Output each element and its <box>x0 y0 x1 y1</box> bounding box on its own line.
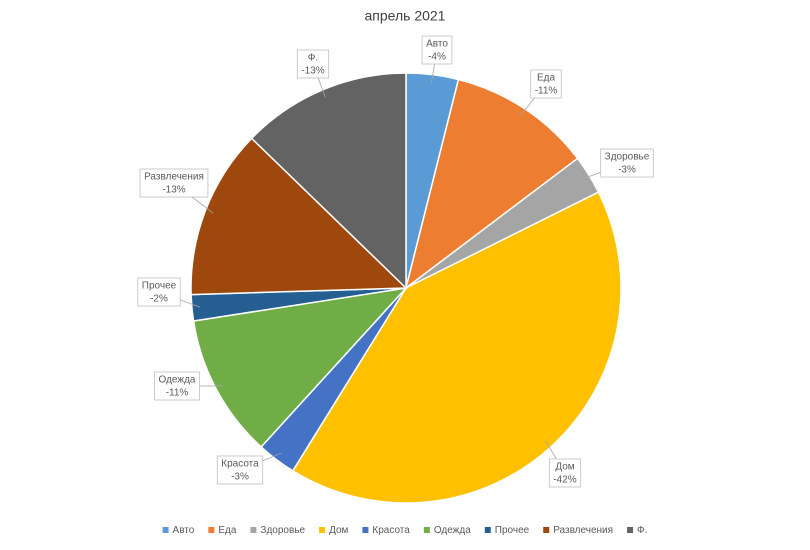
legend-label: Авто <box>173 525 195 536</box>
legend-swatch <box>319 527 326 533</box>
label-category: Авто <box>426 39 448 50</box>
label-box <box>154 371 200 401</box>
legend-label: Одежда <box>434 525 471 536</box>
data-label: Ф. -13% <box>296 49 330 98</box>
label-value: -2% <box>150 294 168 305</box>
label-box <box>137 277 181 307</box>
data-label: Развлечения -13% <box>139 168 214 214</box>
pie-slice <box>190 137 408 296</box>
label-box <box>216 455 264 485</box>
label-value: -3% <box>618 165 636 176</box>
pie-slice <box>291 191 622 504</box>
data-label: Авто -4% <box>421 35 453 83</box>
leader-line <box>581 171 601 180</box>
label-value: -42% <box>553 475 576 486</box>
label-category: Красота <box>221 459 259 470</box>
label-category: Одежда <box>159 375 196 386</box>
label-box <box>296 49 330 79</box>
leader-line <box>191 196 214 214</box>
legend-swatch <box>250 527 257 533</box>
leader-line <box>431 63 436 83</box>
legend-label: Ф. <box>637 525 647 536</box>
legend-swatch <box>208 527 215 533</box>
label-value: -11% <box>535 86 558 97</box>
label-category: Прочее <box>142 281 177 292</box>
data-label: Еда -11% <box>520 69 562 116</box>
pie-slice <box>404 78 579 290</box>
leader-line <box>180 299 201 308</box>
label-box <box>421 35 453 65</box>
label-box <box>530 69 562 99</box>
legend-label: Дом <box>329 525 348 536</box>
legend-swatch <box>162 527 169 533</box>
data-label: Прочее -2% <box>137 277 201 308</box>
chart-title: апрель 2021 <box>365 8 446 24</box>
legend-swatch <box>543 527 550 533</box>
legend-swatch <box>362 527 369 533</box>
data-label: Здоровье -3% <box>581 148 654 180</box>
legend-swatch <box>484 527 491 533</box>
label-value: -13% <box>162 185 185 196</box>
legend-label: Прочее <box>495 525 530 536</box>
label-value: -11% <box>166 388 189 399</box>
leader-line <box>317 77 326 98</box>
label-category: Еда <box>537 73 556 84</box>
label-box <box>139 168 209 198</box>
legend-label: Здоровье <box>260 525 305 536</box>
pie-slice <box>192 286 408 448</box>
label-value: -13% <box>301 66 324 77</box>
label-box <box>548 458 582 488</box>
label-category: Здоровье <box>605 152 650 163</box>
label-category: Развлечения <box>144 172 204 183</box>
legend-label: Еда <box>218 525 237 536</box>
legend-swatch <box>423 527 430 533</box>
leader-line <box>520 97 535 116</box>
label-value: -3% <box>231 472 249 483</box>
legend-swatch <box>627 527 634 533</box>
legend-label: Развлечения <box>553 525 613 536</box>
legend: Авто Еда Здоровье Дом Красота Одежда Прочее Раз… <box>162 525 647 536</box>
label-box <box>600 148 654 178</box>
label-value: -4% <box>428 52 446 63</box>
leader-line <box>262 452 282 462</box>
data-label: Красота -3% <box>216 452 282 485</box>
legend-label: Красота <box>372 525 410 536</box>
data-label: Дом -42% <box>545 440 582 488</box>
data-label: Одежда -11% <box>154 371 224 401</box>
leader-line <box>545 440 557 460</box>
label-category: Дом <box>555 462 574 473</box>
label-category: Ф. <box>308 53 318 64</box>
